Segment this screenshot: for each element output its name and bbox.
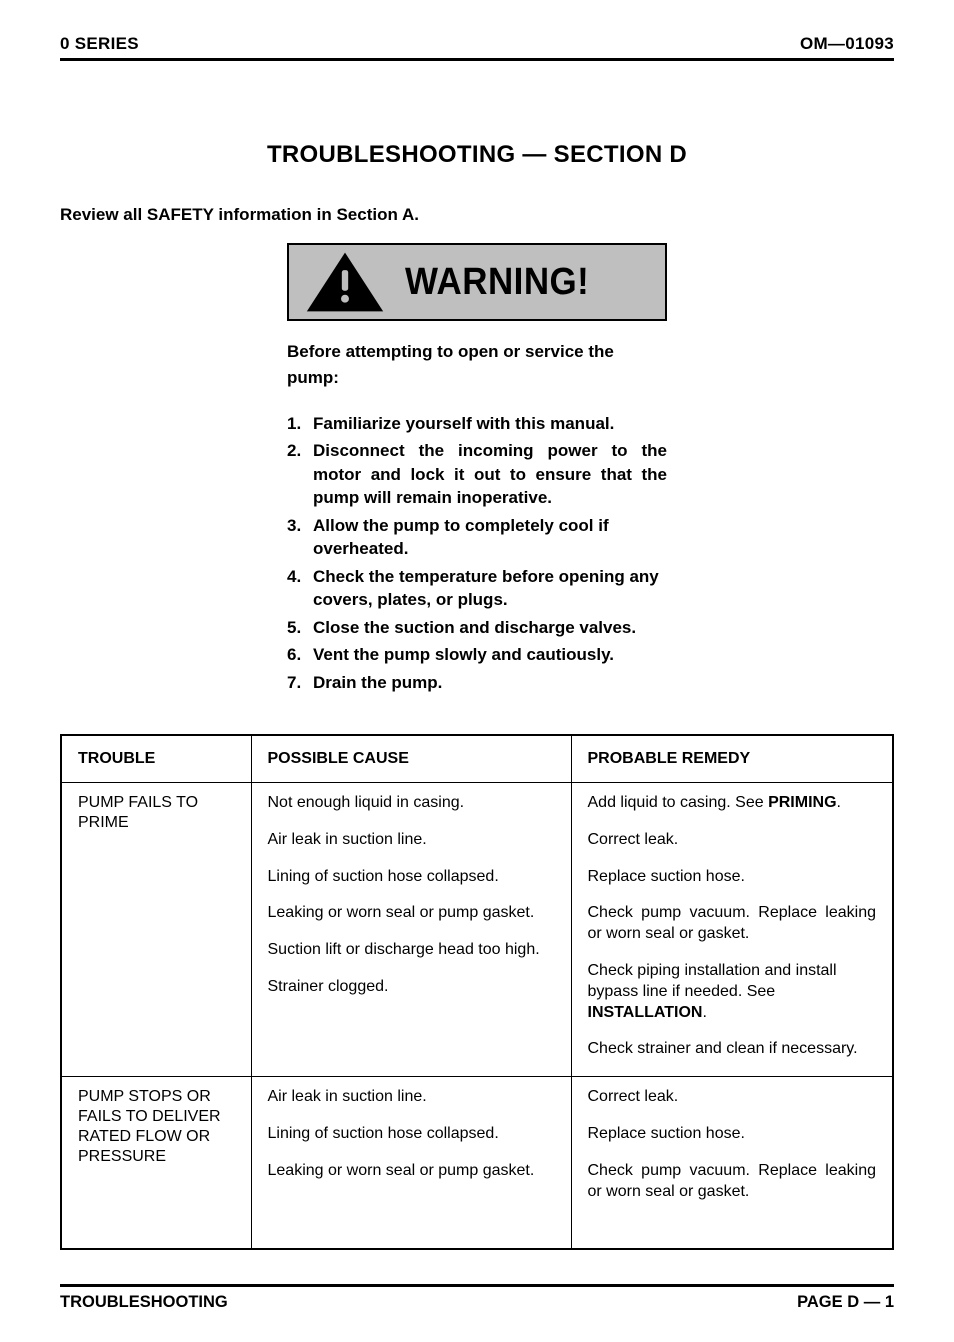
table-header-row: TROUBLE POSSIBLE CAUSE PROBABLE REMEDY [61,735,893,783]
warning-step-number: 2. [287,439,313,509]
warning-step-text: Drain the pump. [313,671,667,694]
footer-left: TROUBLESHOOTING [60,1293,228,1312]
warning-step: 4.Check the temperature before opening a… [287,565,667,612]
warning-banner: WARNING! [287,243,667,321]
cause-text: Air leak in suction line. [268,1087,555,1108]
remedy-text: Check strainer and clean if necessary. [588,1039,877,1060]
warning-step: 2.Disconnect the incoming power to the m… [287,439,667,509]
remedy-text: Check piping installation and install by… [588,961,877,1023]
section-title: TROUBLESHOOTING — SECTION D [60,141,894,169]
warning-step: 3.Allow the pump to completely cool if o… [287,514,667,561]
warning-intro: Before attempting to open or service the… [287,339,667,390]
warning-step-number: 1. [287,412,313,435]
warning-steps-list: 1.Familiarize yourself with this manual.… [287,412,667,694]
warning-block: WARNING! Before attempting to open or se… [287,243,667,694]
trouble-cell: PUMP STOPS OR FAILS TO DELIVER RATED FLO… [61,1077,251,1250]
review-safety-line: Review all SAFETY information in Section… [60,205,894,225]
warning-step: 7.Drain the pump. [287,671,667,694]
remedy-text: Replace suction hose. [588,1124,877,1145]
table-section-row: PUMP FAILS TO PRIME Not enough liquid in … [61,782,893,1076]
page-header: 0 SERIES OM—01093 [60,34,894,61]
warning-step: 1.Familiarize yourself with this manual. [287,412,667,435]
remedy-text: Check pump vacuum. Replace leaking or wo… [588,1161,877,1203]
remedy-text: Correct leak. [588,1087,877,1108]
cause-text: Air leak in suction line. [268,830,555,851]
cause-text: Not enough liquid in casing. [268,793,555,814]
cause-text: Lining of suction hose collapsed. [268,867,555,888]
warning-step-number: 7. [287,671,313,694]
remedy-text: Check pump vacuum. Replace leaking or wo… [588,903,877,945]
cause-text: Strainer clogged. [268,977,555,998]
col-header-remedy: PROBABLE REMEDY [571,735,893,783]
remedy-text: Add liquid to casing. See PRIMING. [588,793,877,814]
header-right: OM—01093 [800,34,894,54]
trouble-cell: PUMP FAILS TO PRIME [61,782,251,1076]
cause-text: Leaking or worn seal or pump gasket. [268,903,555,924]
remedy-cell: Add liquid to casing. See PRIMING. Correc… [571,782,893,1076]
remedy-cell: Correct leak. Replace suction hose. Check … [571,1077,893,1250]
cause-text: Suction lift or discharge head too high. [268,940,555,961]
warning-step-text: Close the suction and discharge valves. [313,616,667,639]
remedy-text: Replace suction hose. [588,867,877,888]
warning-banner-text: WARNING! [405,261,589,304]
table-section-row: PUMP STOPS OR FAILS TO DELIVER RATED FLO… [61,1077,893,1250]
trouble-text: PUMP STOPS OR FAILS TO DELIVER RATED FLO… [78,1087,235,1167]
warning-step-number: 5. [287,616,313,639]
warning-step-number: 6. [287,643,313,666]
cause-cell: Air leak in suction line. Lining of sucti… [251,1077,571,1250]
warning-step: 6.Vent the pump slowly and cautiously. [287,643,667,666]
warning-step-text: Allow the pump to completely cool if ove… [313,514,667,561]
col-header-cause: POSSIBLE CAUSE [251,735,571,783]
remedy-text: Correct leak. [588,830,877,851]
header-left: 0 SERIES [60,34,139,54]
warning-step-text: Disconnect the incoming power to the mot… [313,439,667,509]
troubleshooting-table: TROUBLE POSSIBLE CAUSE PROBABLE REMEDY P… [60,734,894,1250]
page-footer: TROUBLESHOOTING PAGE D — 1 [60,1284,894,1312]
warning-step-text: Vent the pump slowly and cautiously. [313,643,667,666]
col-header-trouble: TROUBLE [61,735,251,783]
cause-cell: Not enough liquid in casing. Air leak in … [251,782,571,1076]
warning-step-number: 3. [287,514,313,561]
cause-text: Leaking or worn seal or pump gasket. [268,1161,555,1182]
trouble-text: PUMP FAILS TO PRIME [78,793,235,833]
footer-right: PAGE D — 1 [797,1293,894,1312]
warning-step: 5.Close the suction and discharge valves… [287,616,667,639]
warning-triangle-icon [305,251,385,313]
cause-text: Lining of suction hose collapsed. [268,1124,555,1145]
warning-step-text: Familiarize yourself with this manual. [313,412,667,435]
warning-step-text: Check the temperature before opening any… [313,565,667,612]
page: 0 SERIES OM—01093 TROUBLESHOOTING — SECT… [0,0,954,1342]
warning-step-number: 4. [287,565,313,612]
